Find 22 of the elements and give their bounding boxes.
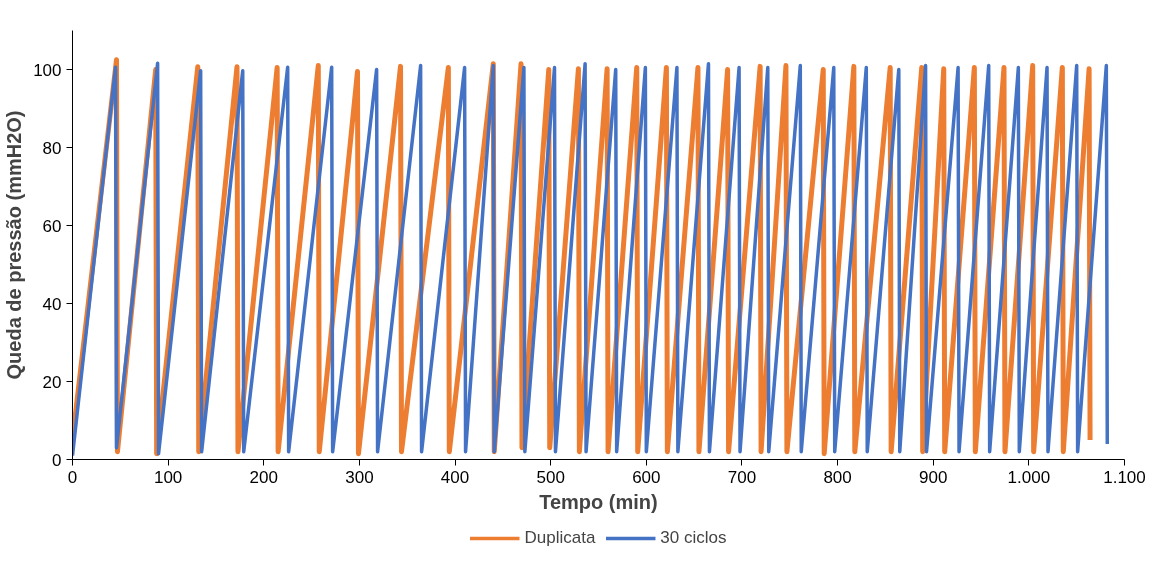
y-tick-label: 20 — [42, 372, 62, 392]
x-tick-label: 600 — [632, 467, 661, 487]
x-tick-label: 400 — [440, 467, 470, 487]
x-tick-label: 0 — [67, 467, 78, 487]
y-tick-label: 40 — [42, 294, 62, 314]
x-tick-label: 500 — [536, 467, 565, 487]
y-tick-label: 60 — [42, 216, 62, 236]
y-tick-label: 80 — [42, 138, 62, 158]
x-tick-label: 100 — [153, 467, 183, 487]
y-axis-title: Queda de pressão (mmH2O) — [3, 110, 26, 380]
x-tick-label: 200 — [249, 467, 278, 487]
x-tick-label: 800 — [823, 467, 852, 487]
legend-label: Duplicata — [524, 527, 596, 548]
x-tick-label: 300 — [345, 467, 374, 487]
y-tick-label: 100 — [33, 60, 62, 80]
x-tick-label: 700 — [727, 467, 757, 487]
x-axis-title: Tempo (min) — [539, 490, 658, 513]
x-tick-label: 1.100 — [1103, 467, 1146, 487]
y-tick-label: 0 — [52, 450, 62, 470]
x-tick-label: 1.000 — [1007, 467, 1051, 487]
legend-label: 30 ciclos — [660, 527, 727, 548]
x-tick-label: 900 — [919, 467, 948, 487]
